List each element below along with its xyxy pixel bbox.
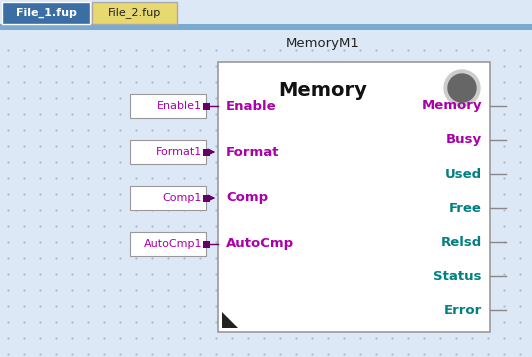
Bar	[130, 94, 206, 118]
Text: Enable1: Enable1	[157, 101, 202, 111]
Bar	[130, 140, 206, 164]
Polygon shape	[222, 312, 238, 328]
Text: AutoCmp1: AutoCmp1	[144, 239, 202, 249]
Bar	[203, 102, 210, 110]
Bar	[0, 24, 532, 30]
Text: Format: Format	[226, 146, 279, 159]
Text: Free: Free	[449, 201, 482, 215]
Bar	[130, 232, 206, 256]
Text: Comp1: Comp1	[163, 193, 202, 203]
Text: Comp: Comp	[226, 191, 268, 205]
Text: Relsd: Relsd	[440, 236, 482, 248]
FancyBboxPatch shape	[92, 2, 177, 24]
Bar	[130, 186, 206, 210]
Text: AutoCmp: AutoCmp	[226, 237, 294, 251]
Bar	[203, 241, 210, 247]
Text: Memory: Memory	[279, 80, 368, 100]
Circle shape	[444, 70, 480, 106]
Text: Busy: Busy	[446, 134, 482, 146]
Circle shape	[448, 74, 476, 102]
Text: MemoryM1: MemoryM1	[286, 37, 360, 50]
Text: File_2.fup: File_2.fup	[108, 7, 161, 19]
Bar	[203, 149, 210, 156]
Bar	[218, 62, 490, 332]
Text: Memory: Memory	[421, 100, 482, 112]
Text: Format1: Format1	[156, 147, 202, 157]
Text: Enable: Enable	[226, 100, 277, 112]
FancyBboxPatch shape	[2, 2, 90, 24]
Bar	[203, 195, 210, 201]
Text: Used: Used	[445, 167, 482, 181]
Text: Status: Status	[434, 270, 482, 282]
Text: Error: Error	[444, 303, 482, 317]
Text: File_1.fup: File_1.fup	[15, 8, 77, 18]
